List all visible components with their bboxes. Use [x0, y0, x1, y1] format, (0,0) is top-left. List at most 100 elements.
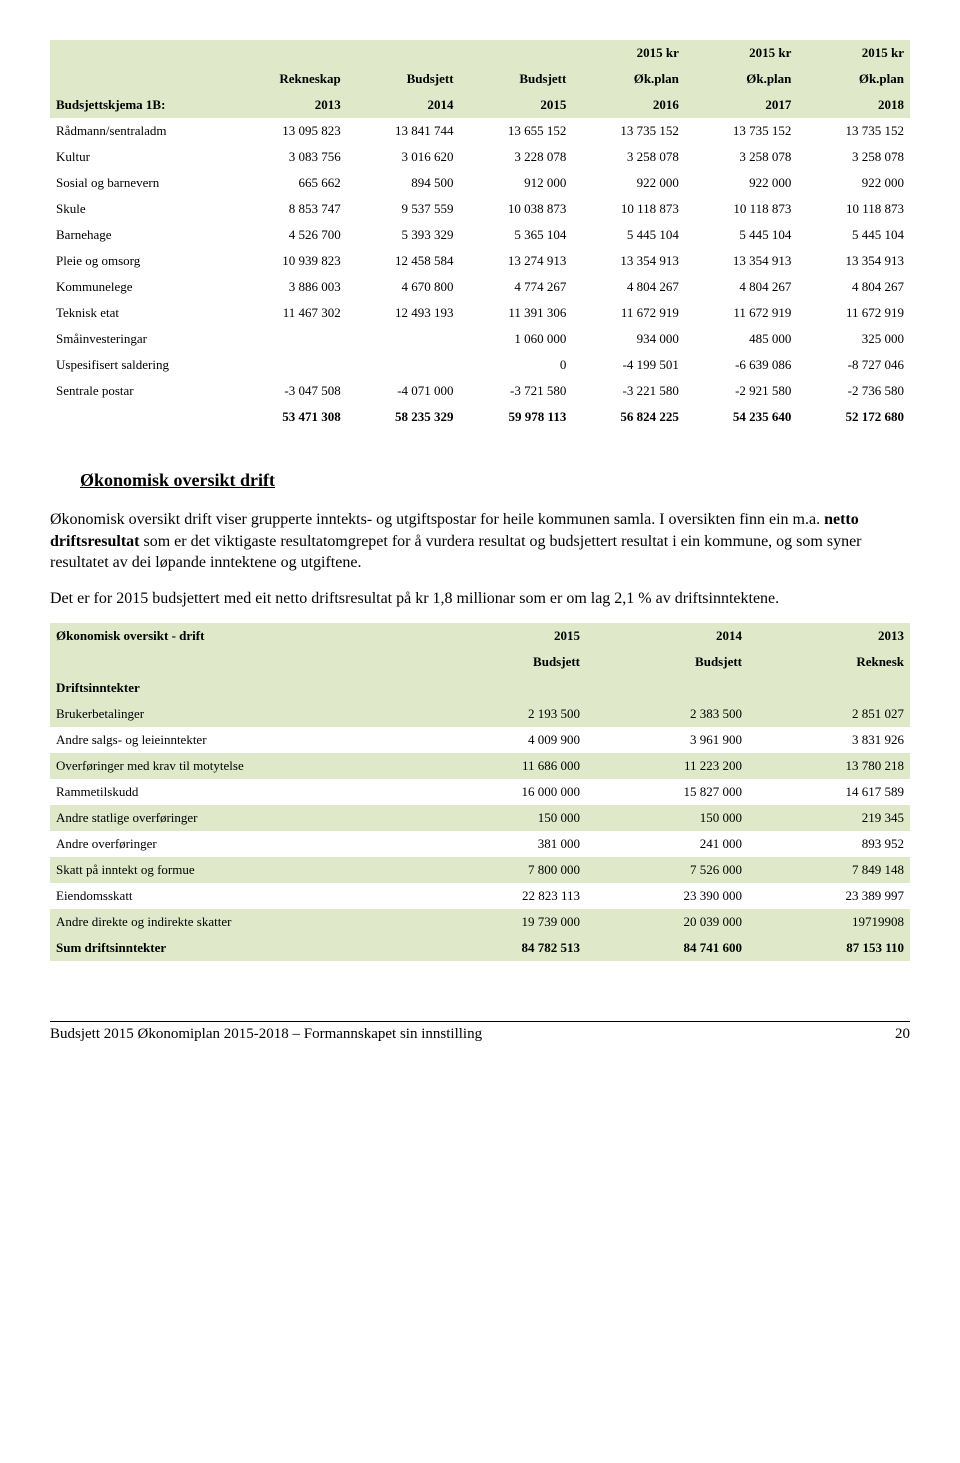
cell: 3 083 756	[232, 144, 347, 170]
cell: 13 354 913	[797, 248, 910, 274]
cell: 2018	[797, 92, 910, 118]
cell	[347, 40, 460, 66]
cell: 23 390 000	[586, 883, 748, 909]
cell: 2 193 500	[424, 701, 586, 727]
cell: 13 841 744	[347, 118, 460, 144]
table-row: Barnehage4 526 7005 393 3295 365 1045 44…	[50, 222, 910, 248]
cell: 150 000	[424, 805, 586, 831]
cell: 381 000	[424, 831, 586, 857]
cell: 13 735 152	[797, 118, 910, 144]
cell: -2 736 580	[797, 378, 910, 404]
cell: 4 526 700	[232, 222, 347, 248]
cell: 10 118 873	[572, 196, 685, 222]
cell	[50, 404, 232, 430]
cell: -3 047 508	[232, 378, 347, 404]
table-row: Eiendomsskatt22 823 11323 390 00023 389 …	[50, 883, 910, 909]
row-label: Sentrale postar	[50, 378, 232, 404]
cell: Budsjett	[424, 649, 586, 675]
cell: 10 118 873	[797, 196, 910, 222]
table1-total-row: 53 471 308 58 235 329 59 978 113 56 824 …	[50, 404, 910, 430]
row-label: Andre statlige overføringer	[50, 805, 424, 831]
footer-page-number: 20	[895, 1026, 910, 1043]
cell: Øk.plan	[685, 66, 798, 92]
cell: 3 258 078	[685, 144, 798, 170]
row-label: Andre overføringer	[50, 831, 424, 857]
cell: 3 961 900	[586, 727, 748, 753]
cell: 7 526 000	[586, 857, 748, 883]
page-footer: Budsjett 2015 Økonomiplan 2015-2018 – Fo…	[50, 1021, 910, 1043]
cell: 7 849 148	[748, 857, 910, 883]
cell: 4 774 267	[460, 274, 573, 300]
cell	[460, 40, 573, 66]
cell	[347, 352, 460, 378]
t2-title: Økonomisk oversikt - drift	[50, 623, 424, 649]
table-row: Skatt på inntekt og formue7 800 0007 526…	[50, 857, 910, 883]
cell: 2013	[748, 623, 910, 649]
cell: 2014	[586, 623, 748, 649]
cell: 0	[460, 352, 573, 378]
cell: 23 389 997	[748, 883, 910, 909]
cell: 2015 kr	[685, 40, 798, 66]
cell	[232, 40, 347, 66]
cell: 13 780 218	[748, 753, 910, 779]
row-label: Eiendomsskatt	[50, 883, 424, 909]
cell: 325 000	[797, 326, 910, 352]
table-row: Andre direkte og indirekte skatter19 739…	[50, 909, 910, 935]
cell: 10 939 823	[232, 248, 347, 274]
cell: 13 735 152	[685, 118, 798, 144]
cell: 934 000	[572, 326, 685, 352]
section-heading: Økonomisk oversikt drift	[80, 470, 910, 491]
cell: 53 471 308	[232, 404, 347, 430]
cell: 5 393 329	[347, 222, 460, 248]
table-row: Sentrale postar-3 047 508-4 071 000-3 72…	[50, 378, 910, 404]
cell: 10 118 873	[685, 196, 798, 222]
cell: 912 000	[460, 170, 573, 196]
cell: 922 000	[685, 170, 798, 196]
cell: 922 000	[572, 170, 685, 196]
cell: 150 000	[586, 805, 748, 831]
paragraph-2: Det er for 2015 budsjettert med eit nett…	[50, 588, 910, 610]
cell: Rekneskap	[232, 66, 347, 92]
cell: 22 823 113	[424, 883, 586, 909]
cell	[748, 675, 910, 701]
cell: 1 060 000	[460, 326, 573, 352]
cell: 19 739 000	[424, 909, 586, 935]
cell: 2015 kr	[572, 40, 685, 66]
cell: 84 741 600	[586, 935, 748, 961]
cell	[50, 66, 232, 92]
row-label: Teknisk etat	[50, 300, 232, 326]
cell: 84 782 513	[424, 935, 586, 961]
table1-year-row: Budsjettskjema 1B: 2013 2014 2015 2016 2…	[50, 92, 910, 118]
cell	[347, 326, 460, 352]
cell: 12 493 193	[347, 300, 460, 326]
t2-sum-row: Sum driftsinntekter 84 782 513 84 741 60…	[50, 935, 910, 961]
cell: Øk.plan	[572, 66, 685, 92]
table-row: Andre overføringer381 000241 000893 952	[50, 831, 910, 857]
cell	[232, 326, 347, 352]
cell	[424, 675, 586, 701]
cell: -4 199 501	[572, 352, 685, 378]
cell: 2013	[232, 92, 347, 118]
cell: Budsjett	[347, 66, 460, 92]
cell: 5 445 104	[572, 222, 685, 248]
cell: 8 853 747	[232, 196, 347, 222]
cell: 665 662	[232, 170, 347, 196]
table-row: Overføringer med krav til motytelse11 68…	[50, 753, 910, 779]
cell: 4 009 900	[424, 727, 586, 753]
row-label: Uspesifisert saldering	[50, 352, 232, 378]
cell: 3 016 620	[347, 144, 460, 170]
table-row: Skule8 853 7479 537 55910 038 87310 118 …	[50, 196, 910, 222]
cell: 3 258 078	[797, 144, 910, 170]
cell: 2015	[424, 623, 586, 649]
cell: 59 978 113	[460, 404, 573, 430]
row-label: Kultur	[50, 144, 232, 170]
cell: Budsjett	[586, 649, 748, 675]
budget-table-1b: 2015 kr 2015 kr 2015 kr Rekneskap Budsje…	[50, 40, 910, 430]
cell: 2 383 500	[586, 701, 748, 727]
row-label: Rådmann/sentraladm	[50, 118, 232, 144]
table-row: Andre statlige overføringer150 000150 00…	[50, 805, 910, 831]
t2-section-row: Driftsinntekter	[50, 675, 910, 701]
table-row: Pleie og omsorg10 939 82312 458 58413 27…	[50, 248, 910, 274]
cell: 922 000	[797, 170, 910, 196]
row-label: Barnehage	[50, 222, 232, 248]
